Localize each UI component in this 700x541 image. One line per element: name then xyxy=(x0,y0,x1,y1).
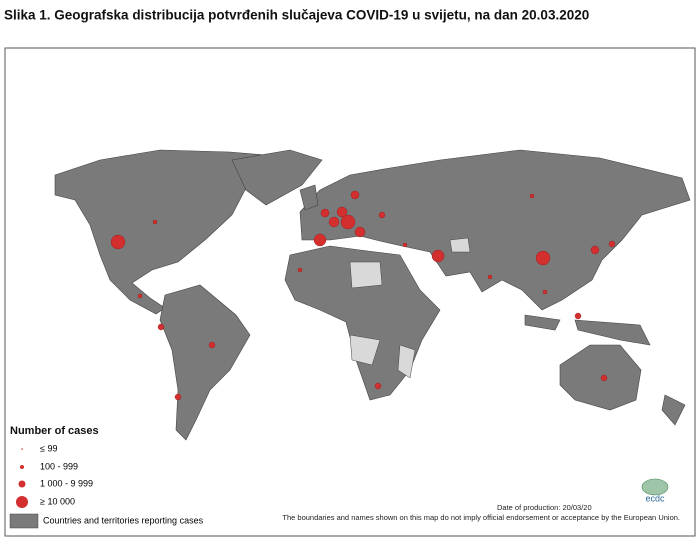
legend-item: 1 000 - 9 999 xyxy=(40,478,93,488)
case-marker xyxy=(378,211,386,219)
land xyxy=(54,149,691,441)
disclaimer: The boundaries and names shown on this m… xyxy=(282,513,680,522)
case-marker xyxy=(487,274,493,280)
case-marker xyxy=(431,249,445,263)
case-marker xyxy=(208,341,216,349)
legend-item: ≤ 99 xyxy=(40,443,57,453)
case-marker xyxy=(328,216,340,228)
logo: ecdc xyxy=(645,493,665,503)
logo-shape xyxy=(641,478,669,496)
legend-symbol xyxy=(20,465,24,469)
case-marker xyxy=(320,208,330,218)
case-marker xyxy=(174,393,182,401)
case-marker xyxy=(374,382,382,390)
legend-title: Number of cases xyxy=(10,425,99,437)
case-markers xyxy=(110,190,616,401)
case-marker xyxy=(157,323,165,331)
case-marker xyxy=(600,374,608,382)
legend-symbol xyxy=(18,480,26,488)
case-marker xyxy=(336,206,348,218)
case-marker xyxy=(529,193,535,199)
case-marker xyxy=(354,226,366,238)
eurasia xyxy=(299,149,691,311)
case-marker xyxy=(297,267,303,273)
title: Slika 1. Geografska distribucija potvrđe… xyxy=(4,8,589,23)
legend-symbol xyxy=(16,496,28,508)
legend-item: Countries and territories reporting case… xyxy=(43,515,204,525)
south-america xyxy=(159,284,251,441)
case-marker xyxy=(402,242,408,248)
case-marker xyxy=(152,219,158,225)
case-marker xyxy=(340,214,356,230)
case-marker xyxy=(542,289,548,295)
greenland xyxy=(231,149,323,206)
no-cases xyxy=(349,237,471,379)
australia xyxy=(559,344,642,411)
case-marker xyxy=(110,234,126,250)
production-date: Date of production: 20/03/20 xyxy=(497,503,592,512)
legend-symbol xyxy=(9,513,39,529)
case-marker xyxy=(535,250,551,266)
no-cases-area xyxy=(349,237,471,379)
islands xyxy=(299,184,686,426)
legend-item: 100 - 999 xyxy=(40,461,78,471)
legend-symbol xyxy=(21,448,23,450)
case-marker xyxy=(590,245,600,255)
case-marker xyxy=(574,312,582,320)
case-marker xyxy=(313,233,327,247)
case-marker xyxy=(350,190,360,200)
case-marker xyxy=(137,293,143,299)
case-marker xyxy=(608,240,616,248)
legend-item: ≥ 10 000 xyxy=(40,496,75,506)
